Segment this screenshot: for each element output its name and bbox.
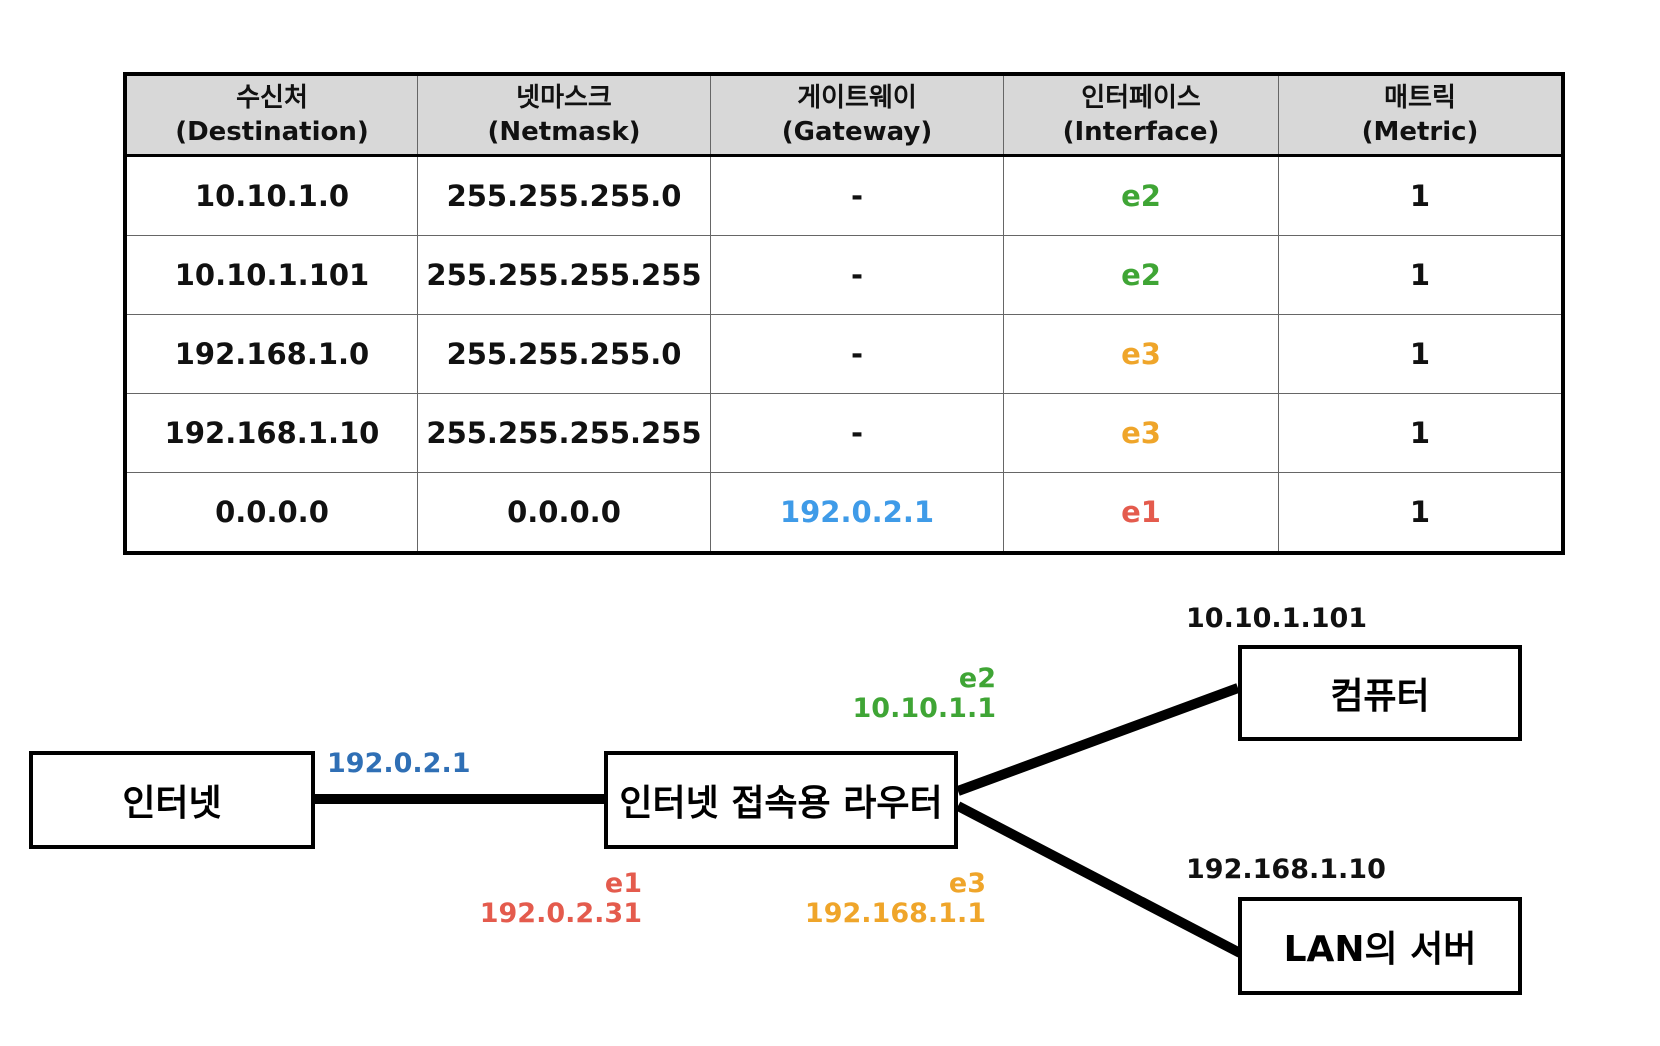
header-netmask-ko: 넷마스크 bbox=[516, 83, 612, 113]
cell-metric: 1 bbox=[1278, 235, 1564, 315]
cell-metric: 1 bbox=[1278, 393, 1564, 473]
computer-node-label: 컴퓨터 bbox=[1330, 676, 1430, 717]
e1-label: e1 192.0.2.31 bbox=[460, 869, 642, 929]
cell-metric: 1 bbox=[1278, 155, 1564, 236]
cell-netmask: 255.255.255.255 bbox=[417, 235, 711, 315]
internet-gateway-ip: 192.0.2.1 bbox=[327, 748, 471, 779]
routing-table: 수신처 (Destination) 넷마스크 (Netmask) 게이트웨이 (… bbox=[123, 72, 1565, 555]
internet-node: 인터넷 bbox=[29, 751, 315, 849]
cell-destination: 192.168.1.10 bbox=[124, 393, 418, 473]
lan-server-node-label: LAN의 서버 bbox=[1283, 929, 1477, 970]
cell-gateway: - bbox=[710, 155, 1004, 236]
table-row: 192.168.1.10 255.255.255.255 - e3 1 bbox=[124, 393, 1564, 473]
header-destination: 수신처 (Destination) bbox=[124, 73, 418, 157]
cell-netmask: 255.255.255.0 bbox=[417, 314, 711, 394]
header-interface-ko: 인터페이스 bbox=[1081, 83, 1201, 113]
cell-destination: 192.168.1.0 bbox=[124, 314, 418, 394]
header-interface: 인터페이스 (Interface) bbox=[1003, 73, 1279, 157]
computer-ip: 10.10.1.101 bbox=[1186, 603, 1368, 634]
link-router-computer bbox=[956, 683, 1240, 796]
e1-interface-name: e1 bbox=[604, 868, 642, 899]
header-destination-ko: 수신처 bbox=[236, 83, 308, 113]
computer-node: 컴퓨터 bbox=[1238, 645, 1522, 741]
cell-netmask: 255.255.255.0 bbox=[417, 155, 711, 236]
cell-gateway: - bbox=[710, 235, 1004, 315]
header-metric-ko: 매트릭 bbox=[1384, 83, 1456, 113]
header-metric-en: (Metric) bbox=[1361, 117, 1479, 147]
cell-gateway: - bbox=[710, 314, 1004, 394]
cell-metric: 1 bbox=[1278, 314, 1564, 394]
cell-destination: 10.10.1.0 bbox=[124, 155, 418, 236]
table-header-row: 수신처 (Destination) 넷마스크 (Netmask) 게이트웨이 (… bbox=[124, 73, 1564, 157]
cell-netmask: 255.255.255.255 bbox=[417, 393, 711, 473]
table-row: 192.168.1.0 255.255.255.0 - e3 1 bbox=[124, 314, 1564, 394]
router-node: 인터넷 접속용 라우터 bbox=[604, 751, 958, 849]
header-gateway-ko: 게이트웨이 bbox=[797, 83, 917, 113]
lan-server-ip: 192.168.1.10 bbox=[1186, 854, 1386, 885]
header-gateway: 게이트웨이 (Gateway) bbox=[710, 73, 1004, 157]
header-interface-en: (Interface) bbox=[1062, 117, 1220, 147]
header-netmask: 넷마스크 (Netmask) bbox=[417, 73, 711, 157]
cell-interface: e3 bbox=[1003, 393, 1279, 473]
cell-destination: 0.0.0.0 bbox=[124, 472, 418, 554]
e2-label: e2 10.10.1.1 bbox=[840, 663, 997, 724]
e2-interface-name: e2 bbox=[958, 663, 996, 694]
router-node-label: 인터넷 접속용 라우터 bbox=[619, 783, 943, 824]
cell-gateway: - bbox=[710, 393, 1004, 473]
cell-interface: e2 bbox=[1003, 235, 1279, 315]
cell-gateway: 192.0.2.1 bbox=[710, 472, 1004, 554]
header-destination-en: (Destination) bbox=[175, 117, 369, 147]
header-netmask-en: (Netmask) bbox=[487, 117, 641, 147]
lan-server-node: LAN의 서버 bbox=[1238, 897, 1522, 995]
cell-metric: 1 bbox=[1278, 472, 1564, 554]
e2-interface-ip: 10.10.1.1 bbox=[852, 693, 997, 724]
header-gateway-en: (Gateway) bbox=[781, 117, 933, 147]
cell-netmask: 0.0.0.0 bbox=[417, 472, 711, 554]
header-metric: 매트릭 (Metric) bbox=[1278, 73, 1564, 157]
cell-destination: 10.10.1.101 bbox=[124, 235, 418, 315]
internet-node-label: 인터넷 bbox=[122, 783, 222, 824]
cell-interface: e3 bbox=[1003, 314, 1279, 394]
e1-interface-ip: 192.0.2.31 bbox=[479, 898, 642, 929]
table-row: 10.10.1.0 255.255.255.0 - e2 1 bbox=[124, 155, 1564, 236]
cell-interface: e2 bbox=[1003, 155, 1279, 236]
e3-interface-name: e3 bbox=[948, 868, 986, 899]
e3-label: e3 192.168.1.1 bbox=[800, 869, 986, 929]
table-row: 10.10.1.101 255.255.255.255 - e2 1 bbox=[124, 235, 1564, 315]
cell-interface: e1 bbox=[1003, 472, 1279, 554]
e3-interface-ip: 192.168.1.1 bbox=[804, 898, 986, 929]
table-row: 0.0.0.0 0.0.0.0 192.0.2.1 e1 1 bbox=[124, 472, 1564, 554]
